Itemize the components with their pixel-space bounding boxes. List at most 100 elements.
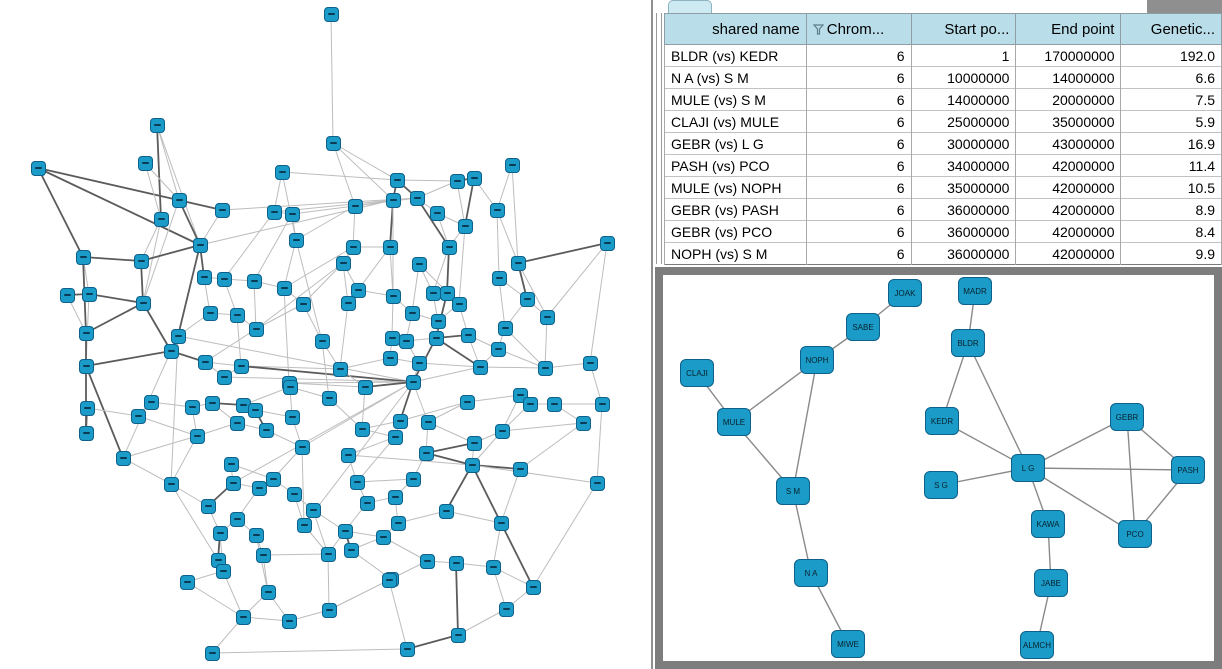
- network-node[interactable]: [349, 474, 365, 490]
- network-node[interactable]: [78, 358, 94, 374]
- table-cell[interactable]: 11.4: [1120, 154, 1222, 177]
- table-row[interactable]: MULE (vs) S M 6 14000000 20000000 7.5: [664, 88, 1222, 111]
- table-cell[interactable]: 6: [805, 198, 912, 221]
- network-node[interactable]: [466, 435, 482, 451]
- network-node[interactable]: [184, 399, 200, 415]
- table-cell[interactable]: 20000000: [1015, 88, 1122, 111]
- column-header-0[interactable]: shared name: [664, 13, 807, 45]
- network-node[interactable]: [229, 415, 245, 431]
- network-node-jabe[interactable]: JABE: [1034, 569, 1068, 597]
- network-node[interactable]: [420, 414, 436, 430]
- network-node[interactable]: [399, 641, 415, 657]
- table-cell[interactable]: 25000000: [910, 110, 1017, 133]
- network-node[interactable]: [464, 457, 480, 473]
- network-node[interactable]: [202, 305, 218, 321]
- network-node-almch[interactable]: ALMCH: [1020, 631, 1054, 659]
- network-node[interactable]: [216, 369, 232, 385]
- network-node[interactable]: [204, 395, 220, 411]
- network-node-pco[interactable]: PCO: [1118, 520, 1152, 548]
- network-node[interactable]: [392, 413, 408, 429]
- network-node[interactable]: [489, 202, 505, 218]
- network-node[interactable]: [320, 546, 336, 562]
- network-node[interactable]: [345, 239, 361, 255]
- table-cell[interactable]: GEBR (vs) PCO: [664, 220, 807, 243]
- table-cell[interactable]: 36000000: [910, 220, 1017, 243]
- network-node[interactable]: [216, 271, 232, 287]
- table-cell[interactable]: 8.9: [1120, 198, 1222, 221]
- table-row[interactable]: GEBR (vs) PCO 6 36000000 42000000 8.4: [664, 220, 1222, 243]
- network-node[interactable]: [266, 204, 282, 220]
- network-node[interactable]: [189, 428, 205, 444]
- network-node[interactable]: [163, 343, 179, 359]
- panel-splitter[interactable]: [656, 13, 662, 264]
- table-cell[interactable]: BLDR (vs) KEDR: [664, 44, 807, 67]
- network-node[interactable]: [493, 515, 509, 531]
- network-node[interactable]: [385, 288, 401, 304]
- network-node[interactable]: [405, 374, 421, 390]
- network-node[interactable]: [425, 285, 441, 301]
- network-node[interactable]: [385, 192, 401, 208]
- network-node[interactable]: [449, 173, 465, 189]
- network-node[interactable]: [337, 523, 353, 539]
- table-row[interactable]: MULE (vs) NOPH 6 35000000 42000000 10.5: [664, 176, 1222, 199]
- network-node[interactable]: [382, 350, 398, 366]
- network-node[interactable]: [539, 309, 555, 325]
- table-cell[interactable]: 1: [910, 44, 1017, 67]
- network-node[interactable]: [197, 354, 213, 370]
- network-node[interactable]: [225, 475, 241, 491]
- network-node[interactable]: [340, 447, 356, 463]
- table-cell[interactable]: 5.9: [1120, 110, 1222, 133]
- network-node[interactable]: [485, 559, 501, 575]
- network-node[interactable]: [375, 529, 391, 545]
- table-cell[interactable]: PASH (vs) PCO: [664, 154, 807, 177]
- network-node[interactable]: [296, 517, 312, 533]
- table-cell[interactable]: 6.6: [1120, 66, 1222, 89]
- network-node[interactable]: [546, 396, 562, 412]
- network-node[interactable]: [398, 333, 414, 349]
- network-node[interactable]: [214, 202, 230, 218]
- network-node[interactable]: [246, 273, 262, 289]
- table-cell[interactable]: 42000000: [1015, 176, 1122, 199]
- network-node[interactable]: [490, 341, 506, 357]
- network-node-pash[interactable]: PASH: [1171, 456, 1205, 484]
- table-cell[interactable]: 43000000: [1015, 132, 1122, 155]
- network-node[interactable]: [149, 117, 165, 133]
- network-node[interactable]: [281, 613, 297, 629]
- table-cell[interactable]: 42000000: [1015, 198, 1122, 221]
- network-node[interactable]: [235, 609, 251, 625]
- table-cell[interactable]: 34000000: [910, 154, 1017, 177]
- table-row[interactable]: PASH (vs) PCO 6 34000000 42000000 11.4: [664, 154, 1222, 177]
- network-node[interactable]: [441, 239, 457, 255]
- network-node[interactable]: [340, 295, 356, 311]
- table-cell[interactable]: 36000000: [910, 242, 1017, 265]
- network-node[interactable]: [153, 211, 169, 227]
- table-cell[interactable]: 8.4: [1120, 220, 1222, 243]
- network-node[interactable]: [359, 495, 375, 511]
- network-node-claji[interactable]: CLAJI: [680, 359, 714, 387]
- table-cell[interactable]: GEBR (vs) PASH: [664, 198, 807, 221]
- network-node[interactable]: [459, 394, 475, 410]
- network-node[interactable]: [343, 542, 359, 558]
- network-node[interactable]: [387, 489, 403, 505]
- network-node[interactable]: [115, 450, 131, 466]
- network-node[interactable]: [457, 218, 473, 234]
- network-node[interactable]: [133, 253, 149, 269]
- network-node[interactable]: [381, 572, 397, 588]
- table-cell[interactable]: N A (vs) S M: [664, 66, 807, 89]
- column-header-3[interactable]: End point: [1015, 13, 1122, 45]
- table-cell[interactable]: 6: [805, 220, 912, 243]
- network-node[interactable]: [274, 164, 290, 180]
- network-node[interactable]: [265, 471, 281, 487]
- network-node[interactable]: [332, 361, 348, 377]
- network-node[interactable]: [491, 270, 507, 286]
- table-panel-tab[interactable]: [668, 0, 712, 13]
- network-node[interactable]: [204, 645, 220, 661]
- network-node[interactable]: [387, 429, 403, 445]
- network-node[interactable]: [497, 320, 513, 336]
- table-cell[interactable]: 42000000: [1015, 154, 1122, 177]
- table-cell[interactable]: 10000000: [910, 66, 1017, 89]
- network-node[interactable]: [171, 192, 187, 208]
- table-cell[interactable]: 16.9: [1120, 132, 1222, 155]
- network-node[interactable]: [429, 205, 445, 221]
- table-cell[interactable]: 35000000: [910, 176, 1017, 199]
